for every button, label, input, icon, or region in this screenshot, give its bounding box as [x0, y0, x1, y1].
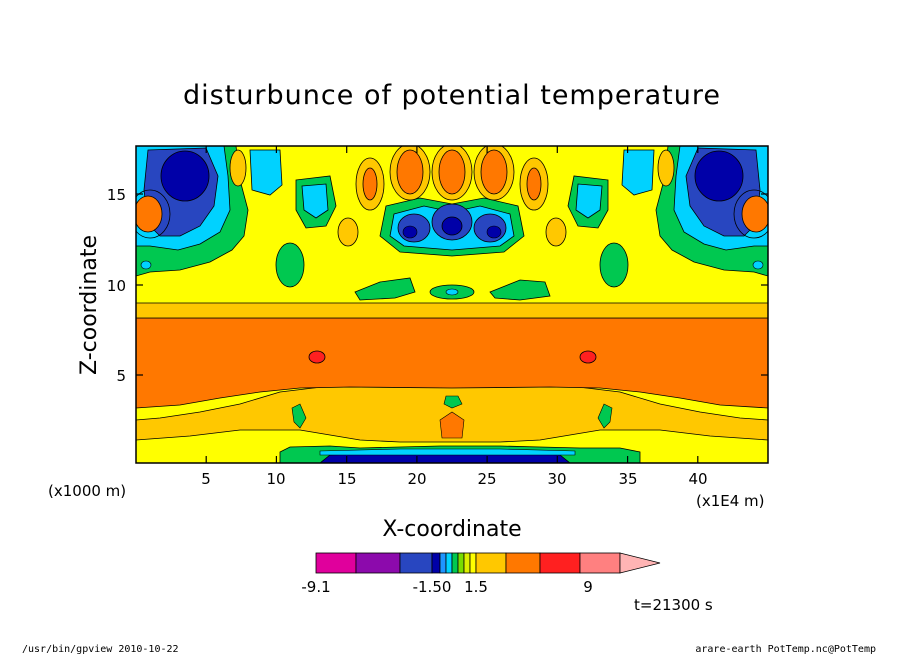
- time-annotation: t=21300 s: [634, 596, 713, 614]
- orange-cell-right: [741, 195, 768, 233]
- y-ticks: [136, 193, 768, 376]
- colorbar-label: -1.50: [413, 578, 452, 596]
- contour-field: [136, 146, 768, 463]
- gold-cell-h: [229, 149, 247, 187]
- colorbar: [315, 552, 661, 574]
- navy-core-center: [441, 216, 463, 236]
- x-unit-right: (x1E4 m): [696, 492, 765, 510]
- navy-core-right: [694, 150, 744, 202]
- navy-core-center-left: [402, 225, 418, 239]
- colorbar-bin: [399, 552, 433, 574]
- cyan-column-left: [249, 149, 283, 196]
- x-tick-label: 10: [266, 470, 285, 488]
- cyan-band-bottom: [319, 448, 576, 456]
- colorbar-label: 1.5: [464, 578, 488, 596]
- cyan-column-left-2: [301, 183, 329, 219]
- cyan-dot-left: [140, 260, 152, 270]
- colorbar-bin: [579, 552, 621, 574]
- cyan-dot-mid: [445, 288, 459, 296]
- red-spot-left: [308, 350, 326, 364]
- x-tick-label: 25: [477, 470, 496, 488]
- y-axis-label: Z-coordinate: [77, 235, 102, 375]
- cyan-dot-right: [752, 260, 764, 270]
- footer-right: arare-earth_PotTemp.nc@PotTemp: [695, 644, 876, 654]
- orange-slab: [136, 317, 768, 409]
- colorbar-bin: [355, 552, 401, 574]
- plot-frame: [135, 145, 769, 464]
- x-tick-label: 5: [201, 470, 211, 488]
- gold-cell-i: [657, 149, 675, 187]
- navy-core-center-right: [486, 225, 502, 239]
- colorbar-bin: [475, 552, 507, 574]
- x-tick-label: 20: [407, 470, 426, 488]
- x-tick-label: 30: [547, 470, 566, 488]
- colorbar-bin: [431, 552, 441, 574]
- green-speck-right: [597, 403, 613, 429]
- cyan-column-right-2: [575, 183, 603, 219]
- colorbar-bin: [539, 552, 581, 574]
- y-tick-label: 5: [116, 367, 126, 385]
- green-patch-mid-right: [489, 279, 551, 301]
- y-tick-label: 15: [107, 186, 126, 204]
- green-speck-left: [291, 403, 307, 429]
- chart-title: disturbunce of potential temperature: [183, 80, 721, 111]
- gold-cell-g: [545, 217, 567, 247]
- x-tick-label: 15: [337, 470, 356, 488]
- gold-ring-left: [136, 189, 171, 239]
- x-unit-left: (x1000 m): [48, 482, 126, 500]
- orange-cell-c: [438, 149, 466, 195]
- orange-cell-d: [480, 149, 508, 195]
- orange-cell-b: [396, 149, 424, 195]
- footer-left: /usr/bin/gpview 2010-10-22: [22, 644, 179, 654]
- colorbar-bin: [451, 552, 459, 574]
- gold-ring-right: [733, 189, 768, 239]
- navy-core-left: [160, 150, 210, 202]
- y-tick-label: 10: [107, 277, 126, 295]
- cyan-column-right: [621, 149, 655, 196]
- colorbar-bin: [463, 552, 471, 574]
- orange-speck-center: [439, 411, 465, 439]
- x-tick-label: 35: [618, 470, 637, 488]
- colorbar-label: 9: [583, 578, 593, 596]
- colorbar-bin: [469, 552, 477, 574]
- colorbar-bin: [439, 552, 447, 574]
- colorbar-bin: [505, 552, 541, 574]
- green-speck-center: [443, 395, 463, 409]
- green-blob-left: [275, 242, 305, 288]
- orange-cell-a: [362, 167, 378, 201]
- orange-cell-left: [136, 195, 163, 233]
- red-spot-right: [579, 350, 597, 364]
- gold-cell-f: [337, 217, 359, 247]
- gold-rim-top: [136, 302, 768, 319]
- orange-cell-e: [526, 167, 542, 201]
- x-axis-label: X-coordinate: [382, 517, 521, 542]
- green-blob-right: [599, 242, 629, 288]
- x-ticks: [205, 146, 699, 463]
- colorbar-label: -9.1: [301, 578, 330, 596]
- colorbar-extend-arrow: [619, 552, 661, 574]
- x-tick-label: 40: [688, 470, 707, 488]
- colorbar-bin: [457, 552, 465, 574]
- colorbar-bin: [315, 552, 357, 574]
- green-patch-mid-left: [354, 277, 416, 301]
- colorbar-bin: [445, 552, 453, 574]
